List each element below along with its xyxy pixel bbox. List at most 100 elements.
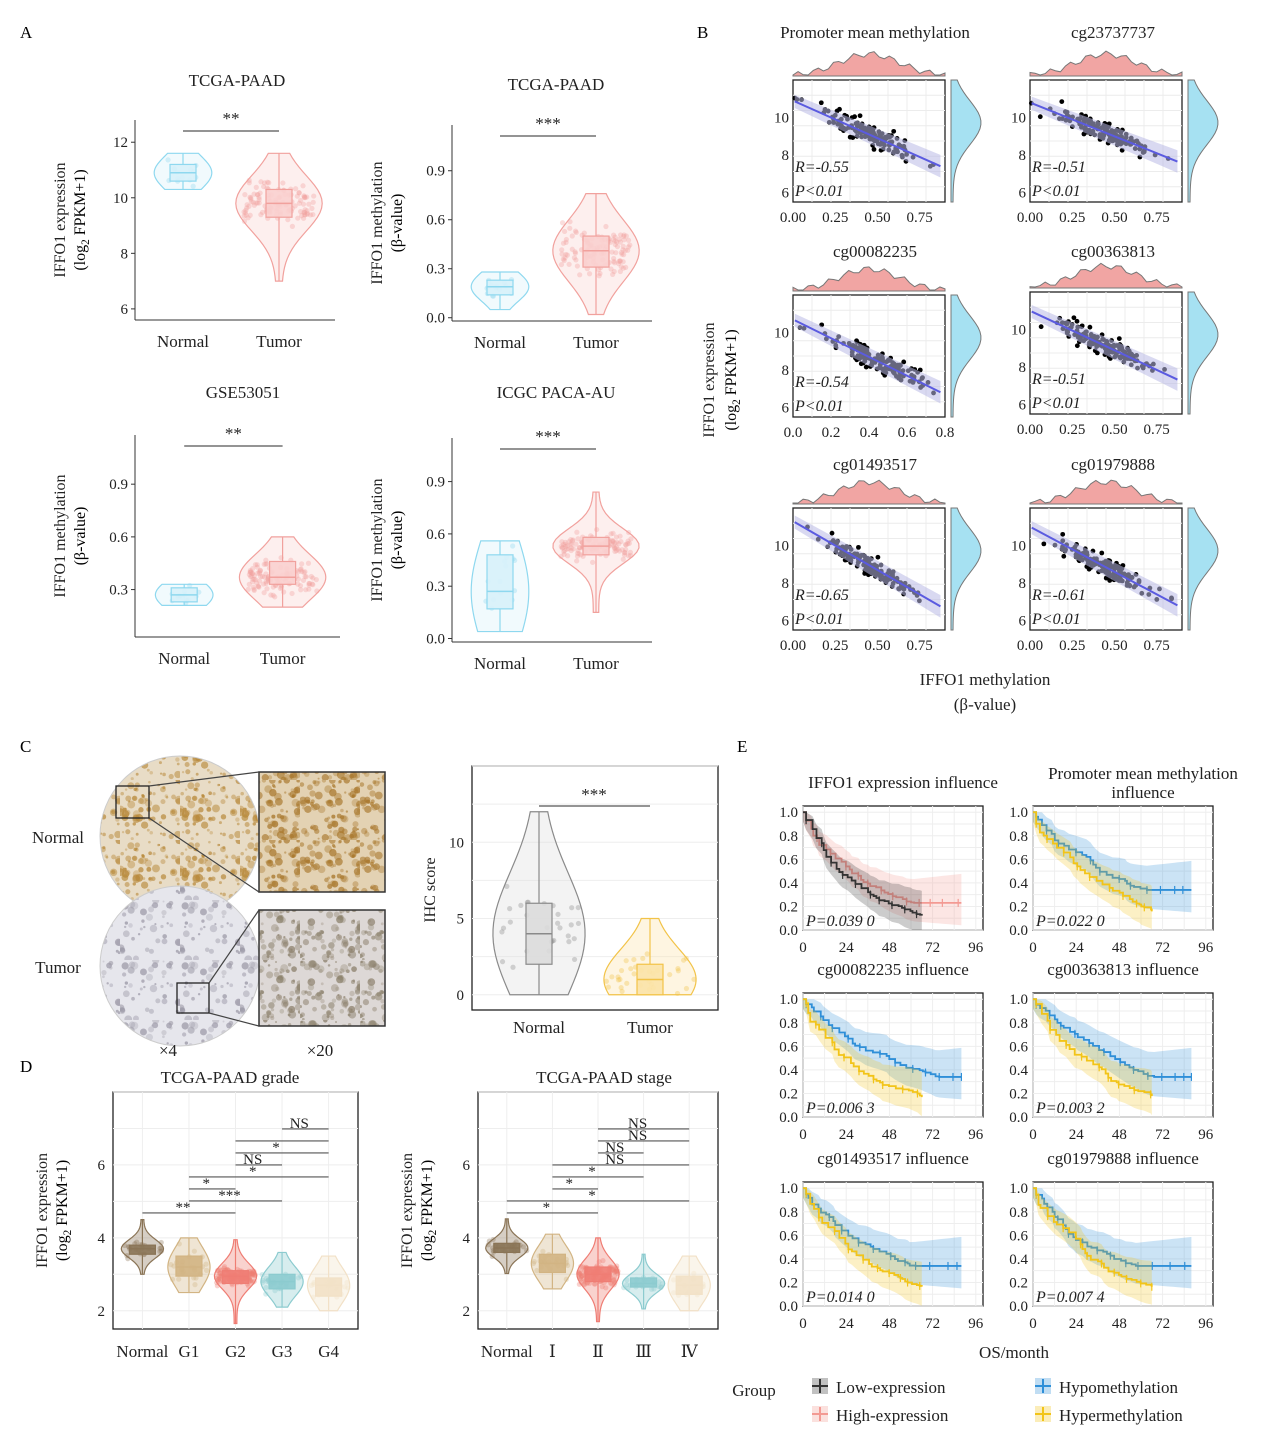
panel-letter-b: B <box>697 23 708 42</box>
x-tick-label: 0.25 <box>1059 638 1085 654</box>
data-point <box>250 1279 256 1286</box>
x-tick-label: 96 <box>1198 1316 1214 1332</box>
data-point <box>1074 343 1080 349</box>
data-point <box>254 564 260 570</box>
data-point <box>250 1270 256 1276</box>
confidence-band <box>1031 304 1178 391</box>
scatter-plot-3: R=-0.54 P<0.016 8 10 0.0 0.2 0.4 0.6 0.8 cg000822… <box>774 242 982 441</box>
data-point <box>609 1281 615 1287</box>
data-point <box>818 100 824 106</box>
x-tick-label: 96 <box>968 1316 984 1332</box>
data-point <box>244 202 250 208</box>
data-point <box>611 1273 618 1279</box>
data-point <box>263 1275 269 1282</box>
x-tick-label: 96 <box>1198 1127 1214 1143</box>
y-tick-label: 0.0 <box>1009 923 1028 939</box>
data-point <box>611 1265 617 1271</box>
data-point <box>250 565 256 572</box>
x-tick-label: 48 <box>1112 1127 1127 1143</box>
data-point <box>576 550 582 557</box>
data-point <box>1116 336 1122 342</box>
data-point <box>261 574 268 580</box>
data-point <box>248 1278 254 1284</box>
data-point <box>612 545 618 551</box>
data-point <box>658 1284 664 1290</box>
data-point <box>301 193 307 199</box>
data-point <box>614 239 620 245</box>
data-point <box>617 533 623 539</box>
data-point <box>563 1276 569 1282</box>
y-tick-label: 0.0 <box>1009 1299 1028 1315</box>
data-point <box>255 570 261 576</box>
confidence-band <box>794 515 941 618</box>
data-point <box>261 183 267 190</box>
x-tick-label: 0.25 <box>1059 210 1085 226</box>
data-point <box>613 1267 620 1274</box>
data-point <box>671 1290 677 1296</box>
data-point <box>562 547 568 553</box>
data-point <box>251 1278 257 1284</box>
comparison-label: * <box>565 1176 573 1192</box>
data-point <box>168 1262 174 1268</box>
data-point <box>574 553 581 559</box>
y-tick-label: 0.4 <box>1009 1252 1028 1268</box>
data-point <box>263 1291 269 1297</box>
data-point <box>573 257 579 263</box>
data-point <box>561 257 567 264</box>
data-point <box>594 526 600 533</box>
data-point <box>617 258 623 264</box>
data-point <box>612 238 618 244</box>
data-point <box>609 541 615 547</box>
box <box>175 1255 203 1277</box>
r-value: R=-0.54 <box>794 374 849 391</box>
data-point <box>612 1268 618 1275</box>
data-point <box>620 247 626 253</box>
data-point <box>574 529 580 535</box>
data-point <box>308 573 314 580</box>
y-axis-label-unit: (β-value) <box>389 511 406 570</box>
data-point <box>252 562 259 568</box>
data-point <box>261 590 267 596</box>
data-point <box>615 1270 621 1277</box>
y-tick-label: 6 <box>782 401 790 417</box>
data-point <box>611 1282 617 1288</box>
data-point <box>566 539 572 545</box>
data-point <box>891 128 897 134</box>
data-point <box>618 249 625 256</box>
data-point <box>613 250 619 256</box>
data-point <box>563 251 569 258</box>
p-value: P<0.01 <box>1031 395 1081 412</box>
data-point <box>243 207 249 213</box>
data-point <box>486 1238 492 1244</box>
data-point <box>298 1273 304 1279</box>
y-tick-label: 0.8 <box>1009 1016 1028 1032</box>
x-tick-label: 0.25 <box>1059 422 1085 438</box>
y-density <box>950 294 982 418</box>
data-point <box>616 548 623 554</box>
x-density <box>1029 262 1183 289</box>
data-point <box>656 1279 662 1285</box>
data-point <box>263 571 269 577</box>
box <box>315 1277 343 1297</box>
y-tick-label: 0.9 <box>109 477 128 493</box>
data-point <box>270 592 276 598</box>
data-point <box>263 557 269 563</box>
data-point <box>298 197 304 204</box>
data-point <box>569 233 575 239</box>
data-point <box>268 592 274 598</box>
data-point <box>251 587 257 593</box>
data-point <box>561 549 567 555</box>
data-point <box>217 1271 223 1277</box>
data-point <box>301 569 307 576</box>
data-point <box>570 537 576 543</box>
data-point <box>250 576 256 583</box>
plot-title: Promoter mean methylation <box>780 23 970 42</box>
comparison-label: ** <box>175 1200 190 1216</box>
data-point <box>251 586 257 592</box>
y-tick-label: 0.3 <box>109 583 128 599</box>
y-density <box>950 507 982 631</box>
data-point <box>613 548 619 554</box>
data-point <box>597 270 603 277</box>
data-point <box>251 1268 257 1274</box>
data-point <box>574 550 581 556</box>
